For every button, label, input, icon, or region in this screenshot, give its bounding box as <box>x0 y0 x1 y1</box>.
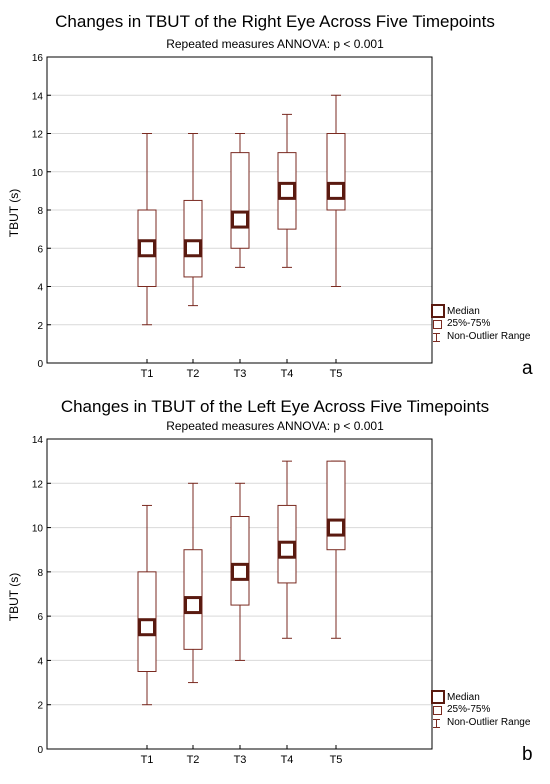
box-plot-right-eye: 0 2 4 6 8 10 12 14 16 TBUT (s) T1 T2 T3 T4 T5 <box>7 53 433 380</box>
legend-median-label: Median <box>447 306 480 317</box>
chart-title: Changes in TBUT of the Left Eye Across F… <box>60 397 490 416</box>
median-marker <box>138 239 156 258</box>
legend-whisker-label: Non-Outlier Range <box>447 331 531 342</box>
median-marker <box>327 181 345 200</box>
iqr-box <box>326 133 346 211</box>
median-marker <box>327 518 345 537</box>
iqr-box <box>230 516 250 606</box>
y-tick-label: 6 <box>37 612 43 623</box>
y-tick-label: 2 <box>37 701 43 712</box>
box-T2 <box>183 482 203 684</box>
y-tick-label: 12 <box>32 479 44 490</box>
median-marker <box>278 181 296 200</box>
y-tick-label: 10 <box>32 524 44 535</box>
whisker-symbol-icon <box>433 719 440 728</box>
box-symbol-icon <box>433 706 442 715</box>
box-T1 <box>137 133 157 326</box>
chart-panel-b: Changes in TBUT of the Left Eye Across F… <box>0 392 550 784</box>
x-tick-label: T3 <box>234 368 247 380</box>
chart-subtitle: Repeated measures ANNOVA: p < 0.001 <box>166 419 384 433</box>
x-tick-label: T3 <box>234 754 247 766</box>
panel-letter: b <box>522 744 533 765</box>
y-tick-label: 0 <box>37 359 43 370</box>
median-symbol-icon <box>431 690 445 704</box>
y-tick-label: 10 <box>32 168 44 179</box>
legend-whisker-label: Non-Outlier Range <box>447 717 531 728</box>
x-tick-label: T5 <box>330 754 343 766</box>
median-marker <box>184 596 202 615</box>
y-axis-label: TBUT (s) <box>7 189 21 237</box>
box-T5 <box>326 94 346 287</box>
iqr-box <box>183 199 203 278</box>
x-tick-label: T2 <box>187 368 200 380</box>
box-T3 <box>230 133 250 268</box>
legend-box-label: 25%-75% <box>447 704 491 715</box>
y-tick-label: 14 <box>32 91 44 102</box>
box-T4 <box>277 113 297 268</box>
chart-subtitle: Repeated measures ANNOVA: p < 0.001 <box>166 37 384 51</box>
y-tick-label: 4 <box>37 656 43 667</box>
chart-title: Changes in TBUT of the Right Eye Across … <box>55 12 495 31</box>
x-tick-label: T1 <box>141 754 154 766</box>
y-tick-label: 12 <box>32 130 44 141</box>
x-tick-label: T1 <box>141 368 154 380</box>
y-tick-label: 16 <box>32 53 44 64</box>
y-axis-label: TBUT (s) <box>7 573 21 621</box>
x-tick-label: T2 <box>187 754 200 766</box>
box-T3 <box>230 482 250 661</box>
panel-letter: a <box>522 358 533 379</box>
y-tick-label: 8 <box>37 206 43 217</box>
median-marker <box>138 618 156 637</box>
box-T1 <box>137 504 157 706</box>
box-T4 <box>277 460 297 639</box>
box-symbol-icon <box>433 320 442 329</box>
chart-panel-a: Changes in TBUT of the Right Eye Across … <box>7 12 533 380</box>
y-tick-label: 8 <box>37 568 43 579</box>
y-tick-label: 4 <box>37 283 43 294</box>
median-marker <box>278 540 296 559</box>
median-marker <box>231 562 249 581</box>
legend-box-label: 25%-75% <box>447 318 491 329</box>
y-tick-label: 6 <box>37 244 43 255</box>
iqr-box <box>230 152 250 249</box>
median-symbol-icon <box>431 304 445 318</box>
y-tick-label: 14 <box>32 435 44 446</box>
box-T5 <box>326 460 346 639</box>
median-marker <box>184 239 202 258</box>
x-tick-label: T4 <box>281 368 294 380</box>
y-tick-label: 2 <box>37 321 43 332</box>
whisker-symbol-icon <box>433 333 440 342</box>
x-tick-label: T5 <box>330 368 343 380</box>
box-T2 <box>183 133 203 307</box>
iqr-box <box>326 460 346 551</box>
y-tick-label: 0 <box>37 745 43 756</box>
box-plot-left-eye: 0 2 4 6 8 10 12 14 TBUT (s) T1 T2 T3 T4 T5 <box>7 435 433 766</box>
median-marker <box>231 210 249 229</box>
legend-median-label: Median <box>447 692 480 703</box>
x-tick-label: T4 <box>281 754 294 766</box>
